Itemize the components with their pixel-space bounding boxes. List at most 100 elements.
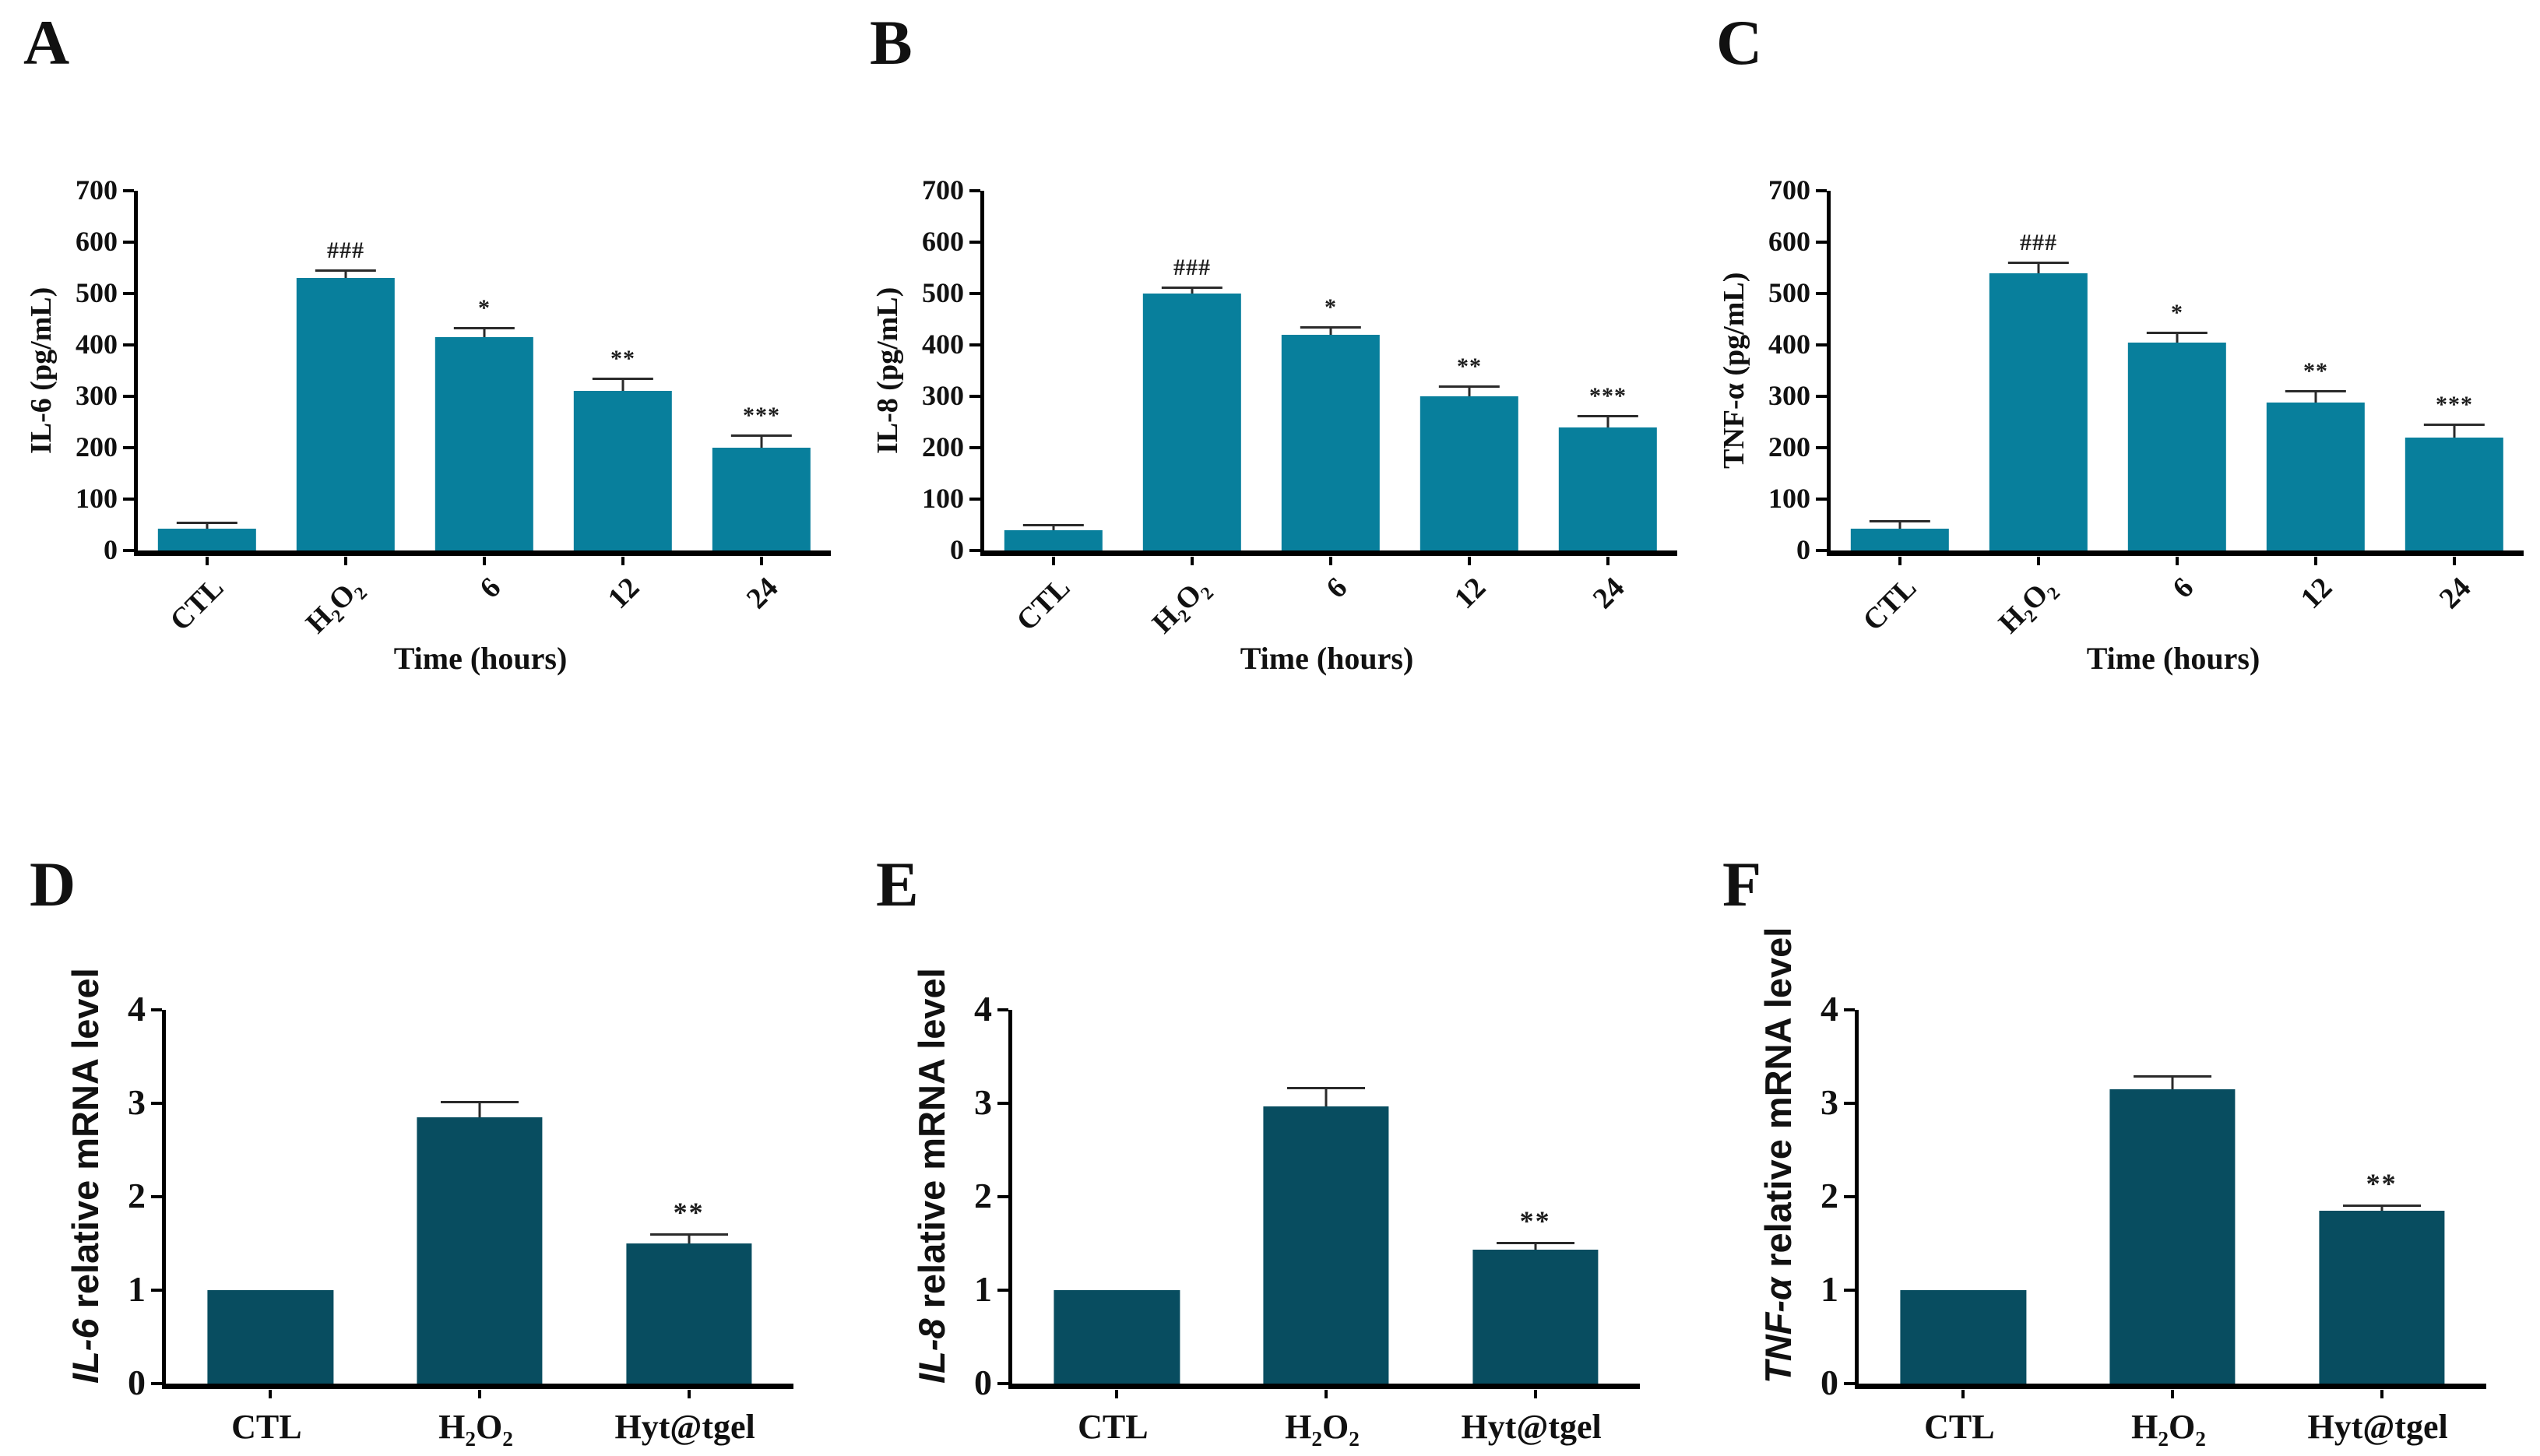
- x-tick-label: 6: [473, 571, 507, 605]
- error-bar-cap: [1577, 415, 1639, 418]
- y-tick-mark: [123, 549, 134, 552]
- x-axis-ticks: CTL H2O2 Hyt@tgel: [1008, 1399, 1636, 1454]
- error-bar-cap: [2134, 1075, 2211, 1078]
- error-bar: [344, 270, 347, 279]
- y-tick-mark: [1816, 549, 1827, 552]
- y-tick-label: 3: [128, 1082, 146, 1123]
- y-tick-mark: [969, 241, 980, 244]
- significance-annotation: *: [478, 295, 491, 322]
- panel-c: C TNF-α (pg/mL) 0 100 200 300 400 500 600 700 ##…: [1693, 0, 2539, 728]
- label-segment: 6: [1320, 571, 1354, 605]
- x-tick-label: 12: [1448, 571, 1493, 616]
- y-tick-mark: [1844, 1102, 1855, 1105]
- error-bar-cap: [1022, 524, 1085, 527]
- y-tick-label: 400: [76, 329, 118, 360]
- label-segment: CTL: [1856, 571, 1923, 638]
- x-tick-mark: [621, 557, 624, 565]
- y-tick-label: 400: [1768, 329, 1810, 360]
- significance-annotation: ###: [1173, 255, 1211, 281]
- bar: [573, 391, 673, 550]
- label-segment: 24: [1586, 571, 1631, 616]
- y-tick-label: 0: [104, 534, 118, 566]
- bar: [626, 1243, 752, 1384]
- y-tick-mark: [1816, 395, 1827, 398]
- label-segment: O: [1322, 1408, 1349, 1446]
- y-axis-label: IL-8 relative mRNA level: [911, 968, 952, 1384]
- label-segment: H: [2131, 1408, 2158, 1446]
- x-tick-label: H2O2: [438, 1410, 513, 1450]
- y-tick-mark: [969, 292, 980, 295]
- y-tick-label: 4: [1821, 989, 1838, 1029]
- plot-area: 0 100 200 300 400 500 600 700 ### * ** ***: [1768, 176, 2524, 565]
- bar: [2319, 1211, 2445, 1384]
- error-bar-cap: [592, 377, 654, 380]
- y-tick-label: 0: [974, 1363, 992, 1403]
- x-tick-mark: [760, 557, 763, 565]
- error-bar: [1329, 326, 1332, 335]
- x-tick-mark: [1606, 557, 1609, 565]
- significance-annotation: **: [2303, 358, 2328, 385]
- y-axis-label: IL-6 relative mRNA level: [65, 968, 106, 1384]
- error-bar-cap: [1287, 1086, 1365, 1089]
- error-bar-cap: [453, 327, 515, 330]
- significance-annotation: ***: [1589, 383, 1627, 410]
- x-axis-label: Time (hours): [1240, 641, 1414, 676]
- y-tick-mark: [151, 1195, 162, 1198]
- error-bar-cap: [1496, 1241, 1574, 1244]
- error-bar: [206, 522, 209, 529]
- bar: [1054, 1290, 1180, 1384]
- label-segment: 2: [502, 1426, 513, 1451]
- significance-annotation: ###: [2020, 230, 2057, 256]
- label-segment: relative mRNA level: [911, 968, 952, 1319]
- y-tick-mark: [123, 498, 134, 501]
- panel-letter: C: [1716, 7, 1763, 78]
- x-tick-label: 6: [2166, 571, 2201, 605]
- x-tick-mark: [2380, 1390, 2383, 1398]
- bar: [434, 337, 534, 550]
- x-tick-label: Hyt@tgel: [615, 1410, 755, 1444]
- label-segment: TNF-α: [1757, 1277, 1799, 1384]
- label-segment: 24: [2433, 571, 2478, 616]
- x-tick-mark: [1898, 557, 1901, 565]
- panel-letter: B: [870, 7, 913, 78]
- error-bar: [2171, 1076, 2174, 1089]
- label-segment: CTL: [1010, 571, 1077, 638]
- y-tick-label: 500: [76, 277, 118, 309]
- y-tick-mark: [123, 241, 134, 244]
- x-tick-mark: [2453, 557, 2456, 565]
- label-segment: Hyt@tgel: [2307, 1408, 2448, 1446]
- y-tick-label: 2: [974, 1176, 992, 1216]
- error-bar: [2176, 332, 2179, 343]
- significance-annotation: ***: [743, 402, 780, 428]
- y-tick-label: 700: [1768, 174, 1810, 206]
- y-tick-mark: [123, 343, 134, 347]
- error-bar: [1052, 525, 1055, 530]
- panel-e: E IL-8 relative mRNA level 0 1 2 3 4 ** CTL H2…: [846, 728, 1693, 1456]
- error-bar-cap: [2285, 390, 2347, 393]
- significance-annotation: **: [1457, 353, 1482, 379]
- x-tick-label: 24: [741, 571, 785, 616]
- y-tick-label: 0: [950, 534, 964, 566]
- x-tick-label: 12: [602, 571, 646, 616]
- label-segment: 6: [2166, 571, 2201, 605]
- bar: [1142, 294, 1242, 550]
- x-axis-label: Time (hours): [393, 641, 568, 676]
- label-segment: 2: [1349, 1426, 1360, 1451]
- label-segment: relative mRNA level: [65, 968, 106, 1319]
- x-tick-mark: [478, 1390, 481, 1398]
- x-tick-mark: [344, 557, 347, 565]
- panel-letter: F: [1722, 849, 1762, 920]
- error-bar-cap: [315, 269, 377, 273]
- y-tick-mark: [997, 1102, 1008, 1105]
- label-segment: CTL: [1078, 1408, 1149, 1446]
- y-tick-mark: [969, 446, 980, 450]
- y-tick-label: 3: [1821, 1082, 1838, 1123]
- y-tick-label: 300: [76, 380, 118, 412]
- y-tick-mark: [1816, 446, 1827, 450]
- x-tick-mark: [1533, 1390, 1537, 1398]
- bar: [1420, 396, 1519, 550]
- y-tick-label: 300: [922, 380, 964, 412]
- significance-annotation: **: [1519, 1205, 1551, 1236]
- panel-b: B IL-8 (pg/mL) 0 100 200 300 400 500 600 700 ###…: [846, 0, 1693, 728]
- label-segment: relative mRNA level: [1757, 927, 1799, 1278]
